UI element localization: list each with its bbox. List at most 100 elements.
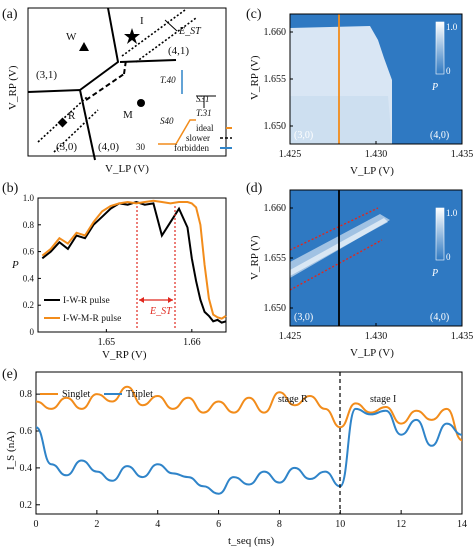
corner-label: (3,0): [294, 312, 313, 323]
y-tick-label: 1.655: [264, 74, 287, 85]
panel-d-colorbar: [435, 207, 445, 261]
panel-e-ticks: 0.2 0.4 0.6 0.8 0 2 4 6 8 10 12 14: [20, 389, 468, 530]
panel-a-xlabel: V_LP (V): [105, 163, 149, 175]
cbar-tick: 1.0: [446, 22, 458, 32]
pulse-label: 30: [136, 142, 146, 152]
panel-b-xlabel: V_RP (V): [102, 349, 147, 361]
legend-singlet: Singlet: [62, 389, 91, 400]
panel-d-xlabel: V_LP (V): [350, 347, 394, 359]
legend-iwmr: I-W-M-R pulse: [63, 314, 121, 324]
arrowhead: [139, 297, 144, 303]
est-arrow: [164, 19, 178, 32]
panel-d-ticks: 1.660 1.655 1.650 1.425 1.430 1.435: [264, 203, 474, 342]
red-dotted-line: [289, 239, 383, 291]
pulse-label: S31: [196, 94, 210, 104]
point-label-r: R: [68, 110, 76, 122]
cbar-tick: 0: [446, 66, 451, 76]
y-tick-label: 0: [30, 327, 35, 337]
series-line-0: [35, 385, 463, 442]
pulse-label: S40: [160, 116, 174, 126]
x-tick-label: 1.430: [365, 149, 388, 160]
arrowhead: [168, 297, 173, 303]
dotted-diagonal: [135, 17, 197, 63]
panel-d-label: (d): [246, 181, 263, 196]
panel-a-label: (a): [2, 7, 18, 22]
panel-c-bright-region: [290, 26, 392, 144]
y-tick-label: 1.660: [264, 27, 287, 38]
panel-a-ylabel: V_RP (V): [7, 65, 19, 110]
y-tick-label: 0.6: [23, 247, 35, 257]
panel-c-ylabel: V_RP (V): [249, 55, 261, 100]
dotted-diagonal: [121, 9, 186, 57]
panel-b: 0 0.2 0.4 0.6 0.8 1.0 1.65 1.66 E_ST I-W-R puls…: [11, 193, 227, 361]
x-tick-label: 1.425: [279, 331, 302, 342]
x-tick-label: 6: [216, 519, 221, 530]
panel-e-label: (e): [2, 367, 18, 382]
x-tick-label: 10: [335, 519, 345, 530]
region-label: (4,1): [168, 45, 189, 57]
y-tick-label: 1.650: [264, 303, 287, 314]
y-tick-label: 1.655: [264, 253, 287, 264]
boundary-line: [79, 7, 120, 91]
series-line-1: [35, 407, 463, 495]
x-tick-label: 1.65: [98, 337, 116, 348]
stage-label-r: stage R: [278, 394, 308, 405]
panel-d: 1.0 0 P (3,0) (4,0) 1.660 1.655 1.650 1.425…: [249, 189, 474, 359]
point-label-m: M: [123, 109, 133, 121]
corner-label: (3,0): [294, 130, 313, 141]
panel-e: 0.20.40.60.80 2 4 6 8 10 12 14 stage R stage I …: [5, 371, 468, 547]
panel-b-ylabel: P: [11, 259, 19, 271]
x-tick-label: 1.425: [279, 149, 302, 160]
x-tick-label: 8: [277, 519, 282, 530]
panel-a-frame: [27, 7, 227, 157]
legend-forbidden: forbidden: [174, 143, 209, 153]
cbar-label: P: [431, 82, 438, 93]
panel-c: 1.0 0 P (3,0) (4,0) 1.660 1.655 1.650 1.425…: [249, 13, 474, 177]
legend-triplet: Triplet: [126, 389, 153, 400]
star-marker: [124, 28, 140, 44]
panel-c-label: (c): [246, 7, 262, 22]
est-label: E_ST: [178, 26, 202, 37]
region-label: (4,0): [98, 141, 119, 153]
y-tick-label: 0.8: [20, 389, 33, 400]
point-label-w: W: [66, 31, 77, 43]
boundary-dashed: [85, 73, 125, 101]
region-label: (3,1): [36, 69, 57, 81]
y-tick-label: 0.2: [23, 300, 34, 310]
series-line-1: [41, 199, 227, 320]
corner-label: (4,0): [430, 130, 449, 141]
x-tick-label: 4: [155, 519, 160, 530]
legend-ideal: ideal: [196, 123, 214, 133]
pulse-label: T.31: [196, 108, 212, 118]
pulse-label: T.40: [160, 75, 176, 85]
red-dotted-line: [289, 207, 379, 251]
y-tick-label: 0.6: [20, 426, 33, 437]
x-tick-label: 2: [94, 519, 99, 530]
panel-b-ticks: 0 0.2 0.4 0.6 0.8 1.0 1.65 1.66: [23, 193, 201, 348]
x-tick-label: 0: [34, 519, 39, 530]
ideal-pulse: [158, 119, 196, 145]
y-tick-label: 1.660: [264, 203, 287, 214]
panel-e-frame: [35, 371, 463, 515]
panel-e-ylabel: I_S (nA): [5, 431, 17, 470]
y-tick-label: 1.0: [23, 193, 35, 203]
legend-iwr: I-W-R pulse: [63, 296, 110, 306]
panel-c-colorbar: [435, 21, 445, 75]
y-tick-label: 0.4: [20, 463, 33, 474]
panel-b-est-label: E_ST: [149, 306, 173, 317]
stage-label-i: stage I: [370, 394, 396, 405]
panel-b-series: [41, 199, 227, 324]
y-tick-label: 0.4: [23, 273, 35, 283]
x-tick-label: 14: [457, 519, 467, 530]
cbar-label: P: [431, 268, 438, 279]
panel-b-label: (b): [2, 181, 19, 196]
x-tick-label: 1.66: [183, 337, 201, 348]
circle-marker: [137, 99, 145, 107]
y-tick-label: 0.2: [20, 500, 33, 511]
y-tick-label: 1.650: [264, 121, 287, 132]
panel-c-ticks: 1.660 1.655 1.650 1.425 1.430 1.435: [264, 27, 474, 160]
y-tick-label: 0.8: [23, 220, 35, 230]
boundary-line: [119, 59, 177, 63]
point-label-i: I: [140, 15, 144, 27]
